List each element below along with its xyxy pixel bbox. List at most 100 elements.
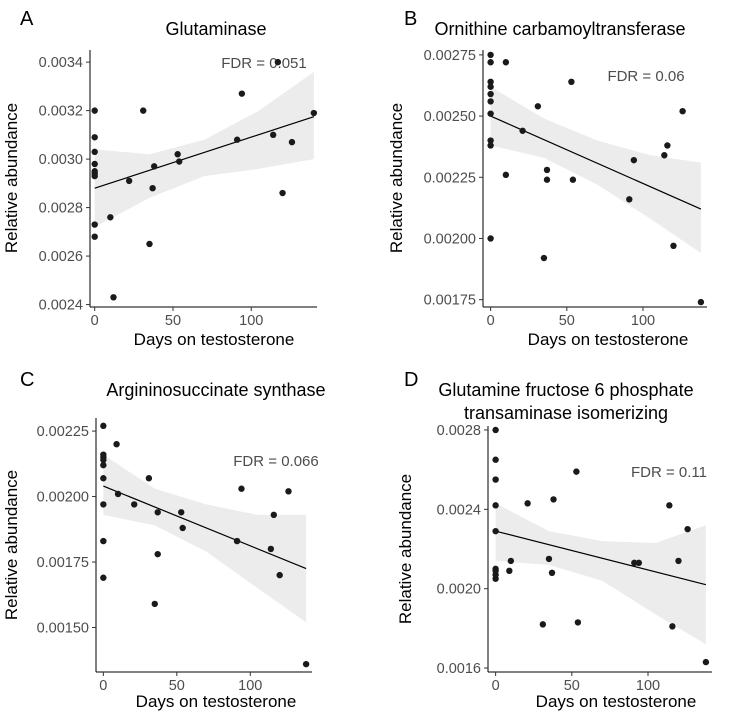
data-point <box>487 142 494 149</box>
data-point <box>548 569 556 577</box>
confidence-band <box>490 86 701 254</box>
data-point <box>100 456 107 464</box>
data-point <box>125 177 133 185</box>
x-tick-label: 100 <box>239 313 263 329</box>
data-point <box>635 559 643 567</box>
panel-a: A Glutaminase 0.0024 0.0026 0.0028 0.0030 0.00… <box>2 8 318 349</box>
x-tick-label: 50 <box>165 313 181 329</box>
data-point <box>519 127 526 134</box>
y-axis-title: Relative abundance <box>2 103 21 253</box>
data-point <box>543 166 551 174</box>
panel-b: B Ornithine carbamoyltransferase 0.00175 0.… <box>387 8 707 349</box>
data-point <box>502 59 510 66</box>
data-point <box>91 172 98 180</box>
y-tick-label: 0.0024 <box>39 298 83 314</box>
data-point <box>487 110 494 117</box>
y-tick-label: 0.00275 <box>424 48 476 64</box>
y-tick-label: 0.0026 <box>39 249 83 265</box>
x-tick-label: 100 <box>238 678 262 694</box>
fdr-annotation: FDR = 0.051 <box>221 55 306 72</box>
chart-title: Glutamine fructose 6 phosphate <box>438 380 693 400</box>
data-point <box>310 109 318 117</box>
data-point <box>100 537 107 545</box>
data-point <box>487 235 494 242</box>
data-point <box>154 550 161 558</box>
data-point <box>276 571 283 579</box>
data-point <box>233 537 241 545</box>
y-axis-title: Relative abundance <box>396 474 415 624</box>
data-point <box>113 440 120 448</box>
data-point <box>178 509 185 516</box>
data-point <box>550 496 557 503</box>
data-point <box>487 51 494 59</box>
panel-d: D Glutamine fructose 6 phosphate transamin… <box>396 369 712 711</box>
data-point <box>568 78 575 86</box>
data-point <box>100 574 107 581</box>
x-tick-label: 0 <box>487 313 495 329</box>
y-tick-label: 0.0030 <box>39 152 83 168</box>
data-point <box>91 160 98 168</box>
data-point <box>631 559 638 567</box>
x-tick-label: 50 <box>169 678 185 694</box>
data-point <box>270 511 277 519</box>
data-point <box>146 240 153 248</box>
chart-title: Ornithine carbamoyltransferase <box>434 19 685 39</box>
data-point <box>487 98 494 105</box>
chart-title: transaminase isomerizing <box>464 403 668 423</box>
data-point <box>140 107 147 114</box>
x-tick-label: 0 <box>492 678 500 694</box>
fdr-annotation: FDR = 0.066 <box>233 453 318 470</box>
regression-line <box>94 116 315 189</box>
data-point <box>630 156 638 164</box>
data-point <box>91 233 98 240</box>
data-point <box>661 152 668 159</box>
data-point <box>487 137 494 144</box>
y-tick-label: 0.0034 <box>39 55 83 71</box>
y-tick-label: 0.0020 <box>437 582 481 598</box>
data-point <box>502 171 510 179</box>
data-point <box>666 502 673 509</box>
data-point <box>487 59 494 66</box>
y-tick-label: 0.00225 <box>424 170 476 186</box>
data-point <box>151 600 158 608</box>
data-point <box>114 490 122 498</box>
panel-letter: C <box>20 369 34 391</box>
data-point <box>91 107 98 114</box>
y-axis-title: Relative abundance <box>2 470 21 620</box>
data-point <box>487 90 494 98</box>
data-point <box>269 131 277 139</box>
panel-c: C Argininosuccinate synthase 0.00150 0.0017… <box>2 369 326 711</box>
data-point <box>288 138 296 146</box>
fdr-annotation: FDR = 0.06 <box>607 68 684 85</box>
data-point <box>274 58 282 66</box>
data-point <box>100 422 107 430</box>
data-point <box>507 557 515 565</box>
data-point <box>540 254 548 262</box>
panel-letter: B <box>404 8 417 30</box>
x-tick-label: 50 <box>559 313 575 329</box>
confidence-band <box>495 503 706 645</box>
y-tick-label: 0.00250 <box>424 109 476 125</box>
y-tick-label: 0.00200 <box>37 490 89 506</box>
data-point <box>238 485 245 492</box>
data-point <box>279 189 286 197</box>
x-tick-label: 50 <box>564 678 580 694</box>
data-point <box>107 214 114 221</box>
x-axis-title: Days on testosterone <box>134 330 295 349</box>
data-point <box>524 500 531 507</box>
panel-letter: A <box>20 8 34 30</box>
data-point <box>574 619 582 626</box>
data-point <box>684 525 691 533</box>
data-point <box>492 575 499 582</box>
y-axis-title: Relative abundance <box>387 103 406 253</box>
data-point <box>176 158 183 165</box>
data-point <box>100 475 107 482</box>
panel-letter: D <box>404 369 418 391</box>
data-point <box>91 221 98 228</box>
data-point <box>545 555 553 563</box>
data-point <box>110 294 117 301</box>
data-point <box>534 103 542 110</box>
y-tick-label: 0.0028 <box>39 201 83 217</box>
y-tick-label: 0.00150 <box>37 620 89 636</box>
